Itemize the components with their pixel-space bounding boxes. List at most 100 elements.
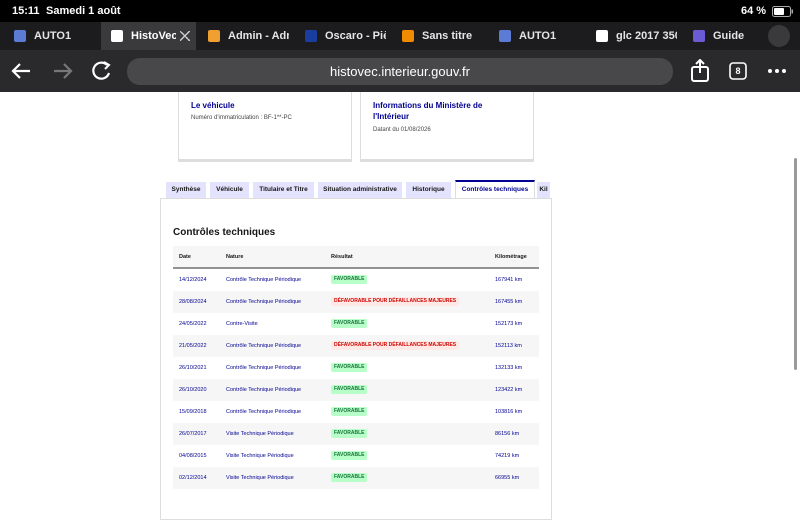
result-badge: FAVORABLE xyxy=(331,319,368,329)
toolbar-buttons[interactable] xyxy=(688,59,798,83)
table-header: Date Nature Résultat Kilométrage xyxy=(173,246,539,269)
table-row: 26/07/2017 Visite Technique Périodique FAV… xyxy=(173,423,539,445)
browser-tab[interactable]: Sans titre xyxy=(392,22,487,50)
panel-title: Contrôles techniques xyxy=(173,227,276,238)
result-cell: DÉFAVORABLE POUR DÉFAILLANCES MAJEURES xyxy=(331,291,460,313)
browser-tab[interactable]: AUTO1 xyxy=(4,22,99,50)
tab-title: Sans titre xyxy=(422,30,473,42)
table-cell: 152173 km xyxy=(495,321,523,327)
date: Samedi 1 août xyxy=(46,5,121,17)
tab-close[interactable] xyxy=(180,22,190,50)
table-row: 15/09/2018 Contrôle Technique Périodique F… xyxy=(173,401,539,423)
table-cell: 21/05/2022 xyxy=(179,343,207,349)
result-cell: FAVORABLE xyxy=(331,357,368,379)
nature-link[interactable]: Contrôle Technique Périodique xyxy=(226,365,302,371)
nav-buttons[interactable] xyxy=(10,60,130,82)
nature-link[interactable]: Visite Technique Périodique xyxy=(226,453,294,459)
tab-title: AUTO1 xyxy=(34,30,72,42)
nature-link[interactable]: Visite Technique Périodique xyxy=(226,431,294,437)
result-badge: FAVORABLE xyxy=(331,451,368,461)
table-row: 14/12/2024 Contrôle Technique Périodique F… xyxy=(173,269,539,291)
browser-tab[interactable]: Admin - Adm xyxy=(198,22,293,50)
browser-tab[interactable]: Guide xyxy=(683,22,778,50)
battery-icon xyxy=(772,6,793,17)
result-cell: FAVORABLE xyxy=(331,313,368,335)
scrollbar xyxy=(794,158,797,370)
card-title: Informations du Ministère de l'Intérieur xyxy=(373,101,483,121)
table-cell: 26/10/2020 xyxy=(179,387,207,393)
battery-text: 64 % xyxy=(741,5,767,17)
new-tab-button[interactable] xyxy=(768,25,790,47)
section-tab[interactable]: Historique xyxy=(406,182,451,198)
card-title: Le véhicule xyxy=(191,101,235,110)
table-cell: 167455 km xyxy=(495,299,523,305)
time: 15:11 xyxy=(12,5,40,17)
tab-title: Admin - Adm xyxy=(228,30,289,42)
result-badge: FAVORABLE xyxy=(331,429,368,439)
table-row: 02/12/2014 Visite Technique Périodique FAV… xyxy=(173,467,539,489)
tab-icon xyxy=(693,30,705,42)
table-cell: 26/10/2021 xyxy=(179,365,207,371)
address-bar[interactable]: histovec.interieur.gouv.fr xyxy=(127,58,673,85)
nature-link[interactable]: Contrôle Technique Périodique xyxy=(226,343,302,349)
browser-tab[interactable]: glc 2017 350 xyxy=(586,22,681,50)
section-tab[interactable]: Titulaire et Titre xyxy=(253,182,314,198)
table-cell: 74219 km xyxy=(495,453,520,459)
table-cell: 15/09/2018 xyxy=(179,409,207,415)
panel: Contrôles techniques Date Nature Résultat K… xyxy=(160,198,552,520)
table-cell: 02/12/2014 xyxy=(179,475,207,481)
nature-link[interactable]: Contrôle Technique Périodique xyxy=(226,409,302,415)
table-cell: 66955 km xyxy=(495,475,520,481)
result-cell: FAVORABLE xyxy=(331,445,368,467)
table-cell: 123422 km xyxy=(495,387,523,393)
result-cell: FAVORABLE xyxy=(331,379,368,401)
header-cell: Nature xyxy=(226,254,244,260)
result-badge: DÉFAVORABLE POUR DÉFAILLANCES MAJEURES xyxy=(331,341,460,351)
card-text: Datant du 01/08/2026 xyxy=(373,127,431,133)
table-cell: 86156 km xyxy=(495,431,520,437)
table: Date Nature Résultat Kilométrage 14/12/2024 C… xyxy=(173,246,539,489)
header-cell: Kilométrage xyxy=(495,254,527,260)
result-cell: FAVORABLE xyxy=(331,467,368,489)
nature-link[interactable]: Contrôle Technique Périodique xyxy=(226,299,302,305)
result-badge: FAVORABLE xyxy=(331,363,368,373)
header-cell: Résultat xyxy=(331,254,353,260)
result-cell: FAVORABLE xyxy=(331,269,368,291)
table-row: 28/08/2024 Contrôle Technique Périodique D… xyxy=(173,291,539,313)
tab-icon xyxy=(499,30,511,42)
section-tab[interactable]: Contrôles techniques xyxy=(455,180,535,198)
result-badge: DÉFAVORABLE POUR DÉFAILLANCES MAJEURES xyxy=(331,297,460,307)
result-cell: FAVORABLE xyxy=(331,423,368,445)
table-cell: 28/08/2024 xyxy=(179,299,207,305)
result-badge: FAVORABLE xyxy=(331,407,368,417)
status-bar: 15:11 Samedi 1 août 64 % xyxy=(0,0,800,22)
ministry-card: Informations du Ministère de l'Intérieur… xyxy=(360,92,534,162)
section-tab[interactable]: Synthèse xyxy=(166,182,206,198)
result-badge: FAVORABLE xyxy=(331,275,368,285)
result-cell: DÉFAVORABLE POUR DÉFAILLANCES MAJEURES xyxy=(331,335,460,357)
section-tab[interactable]: Véhicule xyxy=(210,182,249,198)
tab-title: glc 2017 350 xyxy=(616,30,677,42)
browser-tab[interactable]: AUTO1 xyxy=(489,22,584,50)
tab-icon xyxy=(596,30,608,42)
nature-link[interactable]: Visite Technique Périodique xyxy=(226,475,294,481)
browser-tab[interactable]: HistoVec xyxy=(101,22,196,50)
tab-count[interactable]: 8 xyxy=(735,66,741,76)
table-row: 26/10/2020 Contrôle Technique Périodique F… xyxy=(173,379,539,401)
table-cell: 167941 km xyxy=(495,277,523,283)
tab-title: Guide xyxy=(713,30,745,42)
result-cell: FAVORABLE xyxy=(331,401,368,423)
section-tab[interactable]: Situation administrative xyxy=(318,182,402,198)
table-cell: 26/07/2017 xyxy=(179,431,207,437)
browser-tab[interactable]: Oscaro - Piè xyxy=(295,22,390,50)
tab-icon xyxy=(111,30,123,42)
tab-bar: AUTO1 HistoVec Admin - Adm Oscaro - Piè Sans… xyxy=(0,22,800,50)
table-cell: 152113 km xyxy=(495,343,522,349)
nature-link[interactable]: Contrôle Technique Périodique xyxy=(226,387,302,393)
result-badge: FAVORABLE xyxy=(331,385,368,395)
header-cell: Date xyxy=(179,254,191,260)
section-tab[interactable]: Kil xyxy=(537,182,550,198)
nature-link[interactable]: Contrôle Technique Périodique xyxy=(226,277,302,283)
nature-link[interactable]: Contre-Visite xyxy=(226,321,258,327)
